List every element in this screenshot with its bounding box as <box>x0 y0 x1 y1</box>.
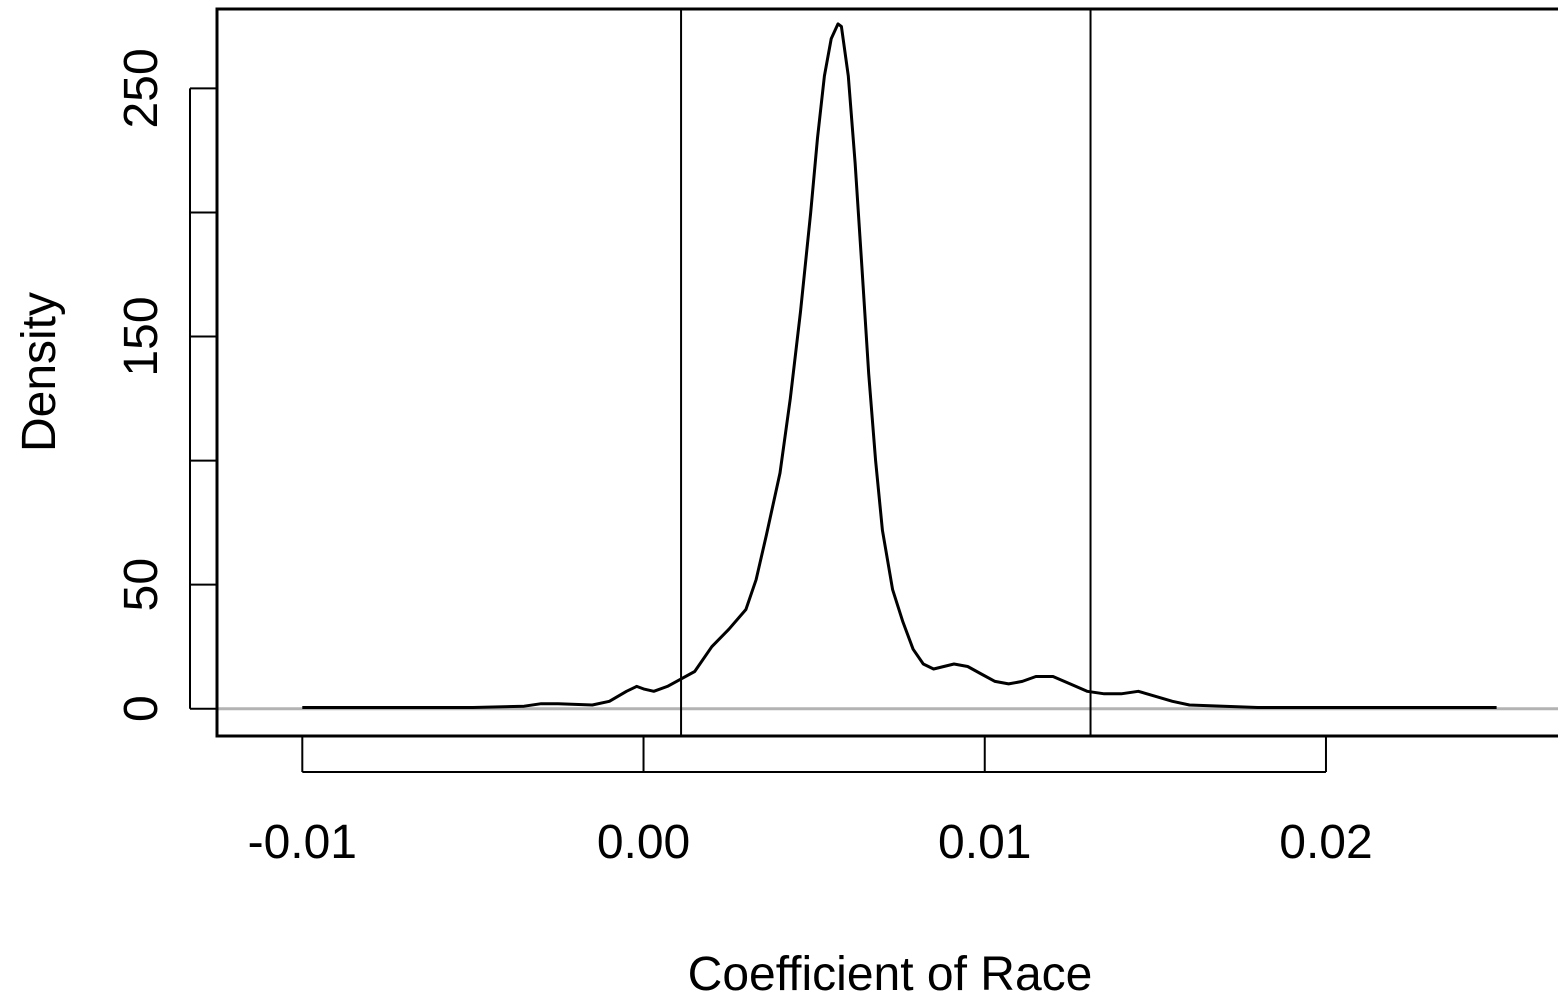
y-ticks: 0 50 150 250 <box>115 48 217 722</box>
y-tick-label: 50 <box>115 558 168 611</box>
y-axis: 0 50 150 250 <box>115 48 217 722</box>
x-tick-label: 0.00 <box>597 816 690 869</box>
plot-frame <box>215 7 1558 738</box>
plot-area <box>215 7 1558 738</box>
x-axis-label: Coefficient of Race <box>688 948 1093 997</box>
y-axis-label: Density <box>13 292 66 452</box>
y-tick-label: 250 <box>115 48 168 128</box>
x-axis: -0.01 0.00 0.01 0.02 <box>248 736 1373 869</box>
density-curve <box>302 22 1497 709</box>
x-tick-label: 0.02 <box>1279 816 1372 869</box>
x-tick-label: 0.01 <box>938 816 1031 869</box>
x-tick-label: -0.01 <box>248 816 357 869</box>
x-ticks: -0.01 0.00 0.01 0.02 <box>248 736 1373 869</box>
y-tick-label: 0 <box>115 695 168 722</box>
y-tick-label: 150 <box>115 296 168 376</box>
